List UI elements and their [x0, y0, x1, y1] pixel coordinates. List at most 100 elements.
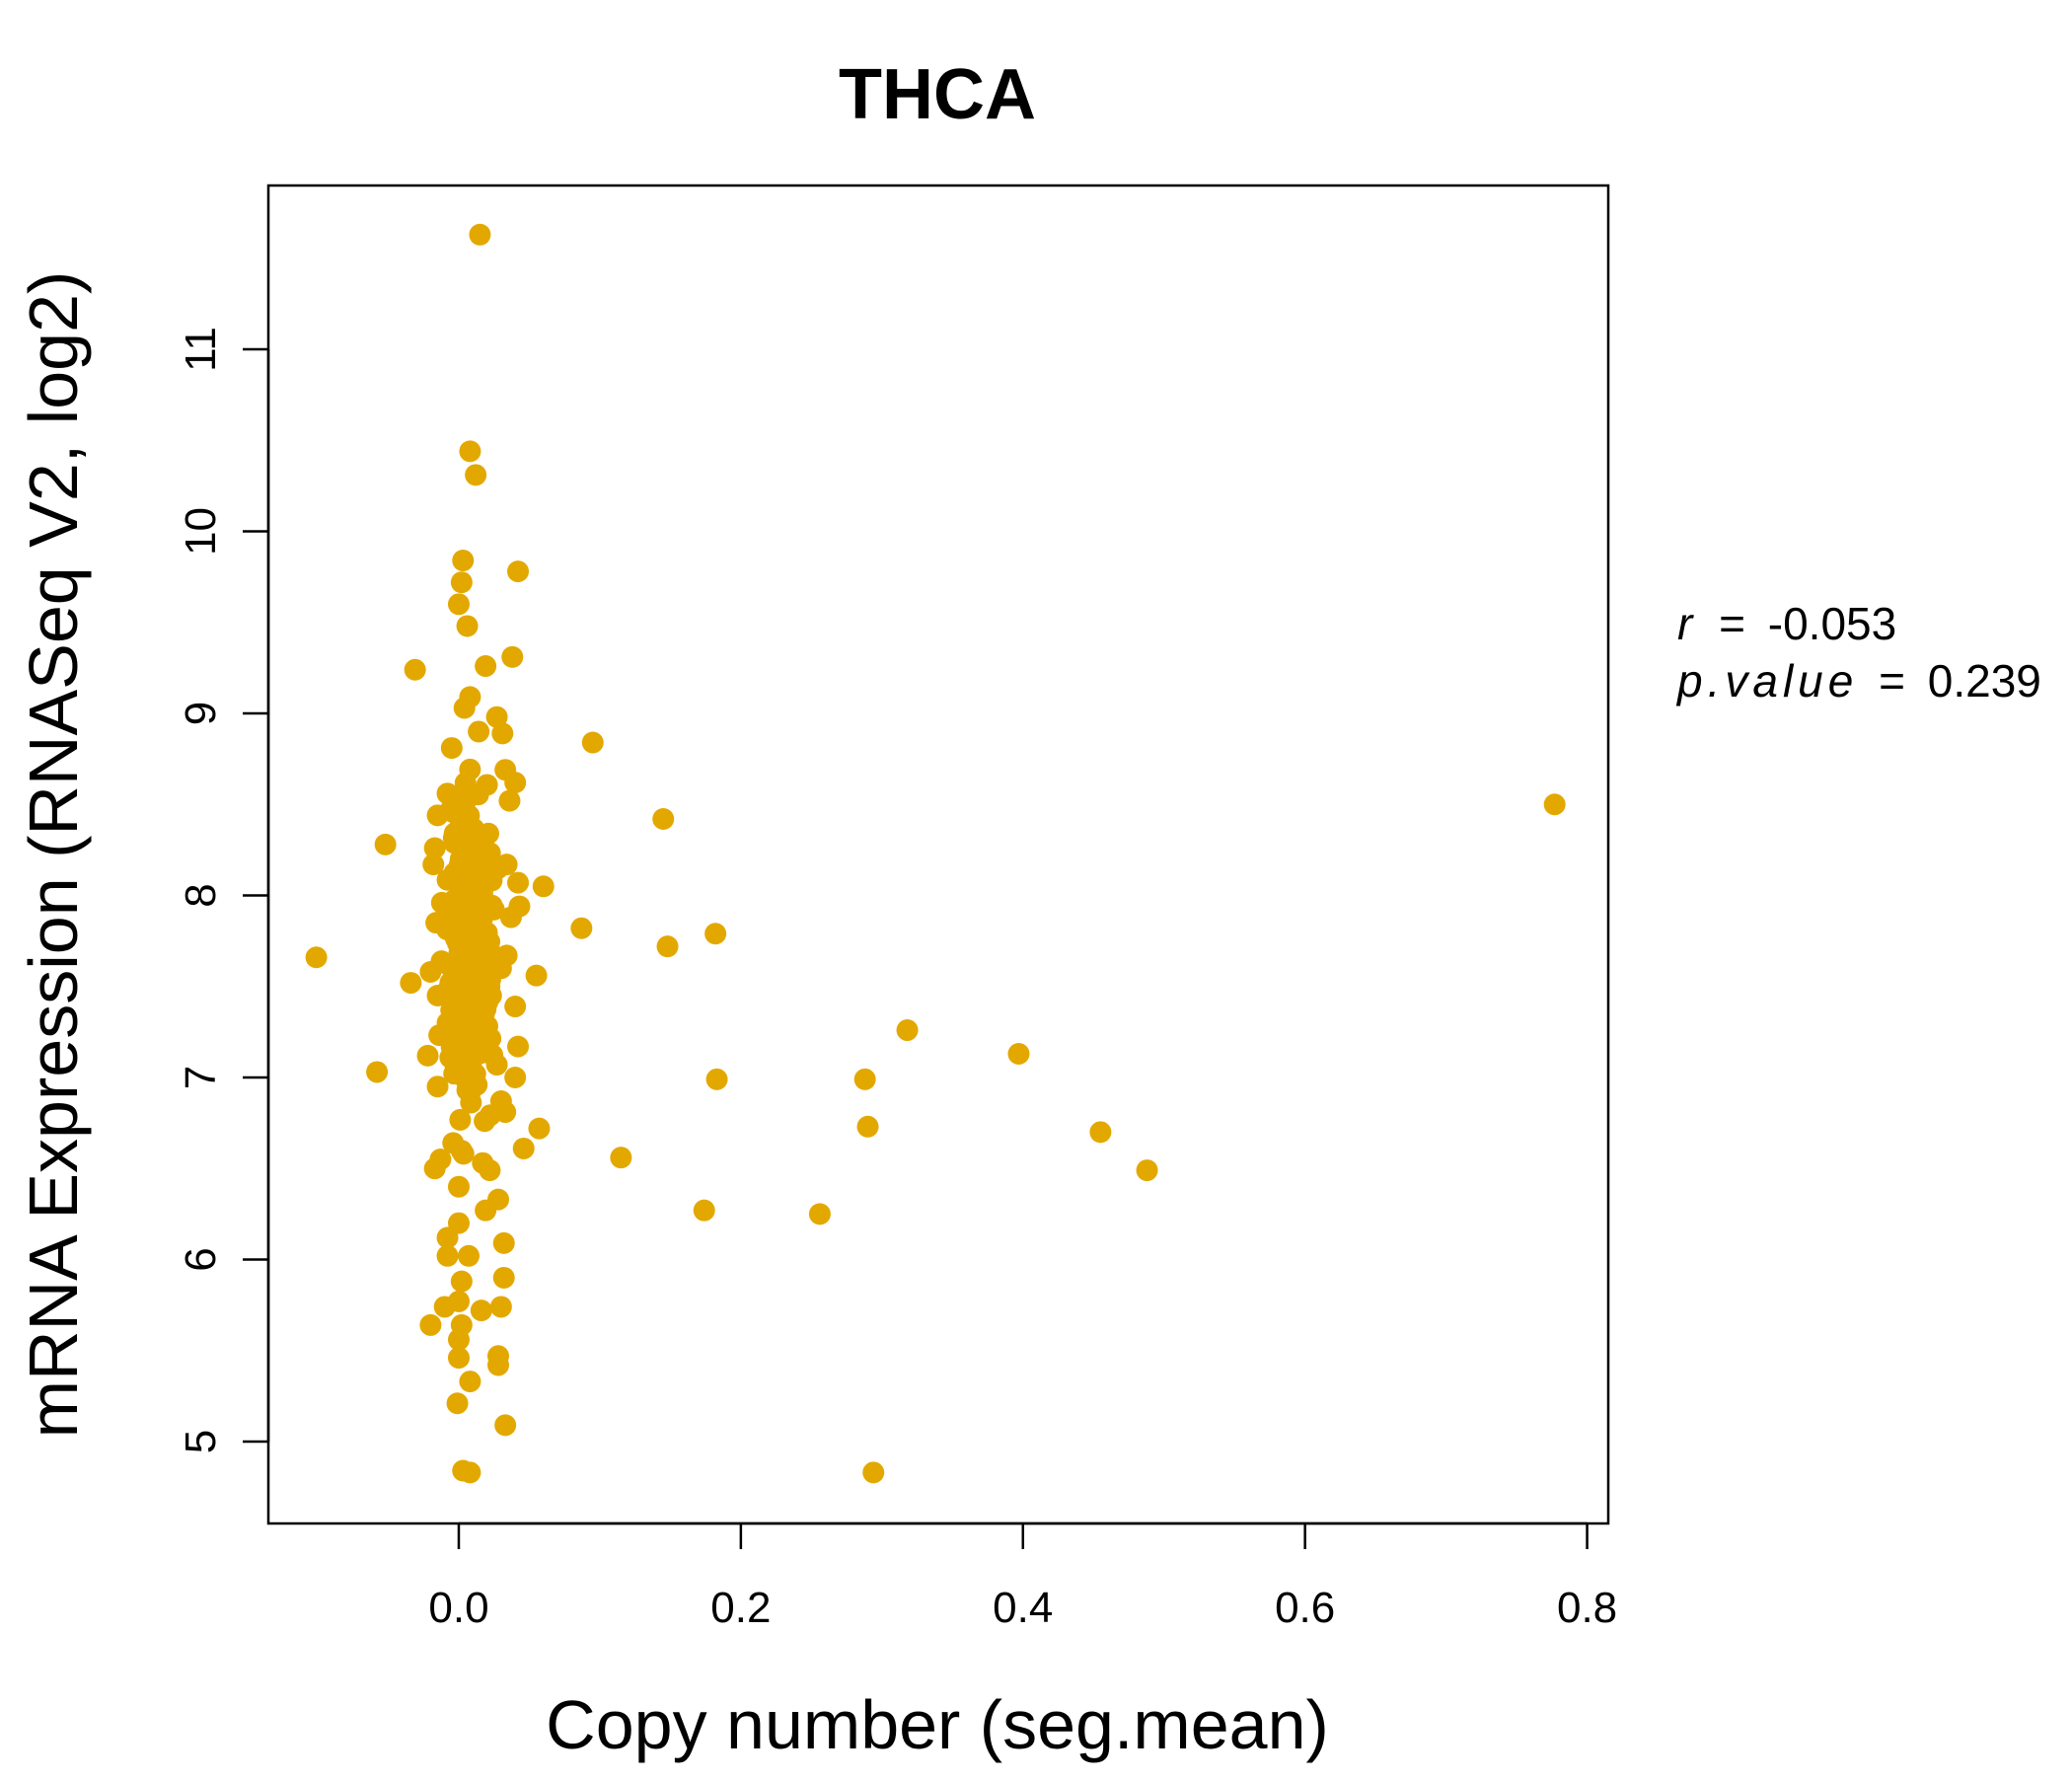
- data-point: [474, 922, 496, 944]
- p-value: 0.239: [1928, 655, 2041, 706]
- data-point: [532, 875, 555, 898]
- data-point: [436, 1011, 459, 1034]
- data-point: [704, 923, 727, 945]
- data-point: [504, 772, 527, 794]
- data-point: [501, 645, 524, 668]
- data-point: [528, 1117, 551, 1140]
- data-point: [507, 871, 530, 894]
- data-point: [808, 1203, 831, 1225]
- chart-title: THCA: [839, 55, 1036, 134]
- data-point: [447, 1175, 470, 1198]
- p-statistic: p.value = 0.239: [1675, 655, 2041, 706]
- data-point: [491, 722, 514, 745]
- x-tick-label: 0.0: [428, 1584, 488, 1632]
- data-point: [504, 1067, 527, 1088]
- x-tick-label: 0.4: [993, 1584, 1053, 1632]
- data-point: [862, 1461, 885, 1484]
- data-point: [485, 705, 508, 728]
- data-point: [495, 853, 518, 876]
- x-tick-label: 0.6: [1275, 1584, 1335, 1632]
- data-point: [459, 440, 481, 463]
- data-point: [457, 1244, 480, 1267]
- data-point: [436, 1244, 459, 1267]
- y-tick-label: 9: [177, 702, 225, 725]
- data-point: [452, 918, 475, 940]
- data-point: [419, 1313, 442, 1336]
- r-value: -0.053: [1768, 598, 1896, 649]
- data-point: [1089, 1121, 1112, 1144]
- y-tick-label: 8: [177, 883, 225, 907]
- data-point: [492, 1231, 515, 1254]
- data-point: [433, 1296, 456, 1318]
- data-point: [479, 1159, 501, 1182]
- data-point: [461, 871, 483, 894]
- data-point: [480, 985, 502, 1007]
- data-point: [507, 560, 530, 583]
- y-tick-label: 5: [177, 1430, 225, 1453]
- data-point: [452, 550, 475, 572]
- data-point: [456, 1059, 479, 1081]
- y-axis-title: mRNA Expression (RNASeq V2, log2): [15, 271, 92, 1439]
- data-point: [419, 960, 442, 983]
- data-point: [456, 615, 479, 637]
- data-point: [400, 972, 422, 995]
- data-point: [430, 891, 453, 914]
- data-point: [1136, 1159, 1158, 1182]
- data-point: [425, 912, 448, 934]
- x-axis: 0.0 0.2 0.4 0.6 0.8: [428, 1521, 1617, 1632]
- data-point: [512, 1137, 535, 1159]
- y-tick-label: 10: [177, 507, 225, 556]
- data-point: [499, 906, 522, 928]
- data-point: [443, 1033, 466, 1056]
- data-point: [489, 957, 512, 980]
- data-point: [504, 996, 527, 1018]
- data-point: [436, 1226, 459, 1249]
- x-tick-label: 0.8: [1557, 1584, 1617, 1632]
- data-point: [475, 655, 497, 678]
- data-point: [455, 781, 478, 804]
- data-point: [460, 1091, 482, 1114]
- data-point: [896, 1019, 919, 1042]
- data-point: [705, 1068, 728, 1090]
- r-label: r: [1677, 598, 1694, 649]
- data-point: [423, 1157, 446, 1180]
- data-point: [449, 896, 472, 919]
- data-point: [494, 1414, 517, 1437]
- data-point: [446, 833, 469, 855]
- data-point: [449, 1108, 472, 1131]
- data-point: [404, 658, 426, 681]
- data-point: [498, 789, 521, 812]
- data-point: [581, 731, 604, 754]
- data-point: [477, 822, 499, 845]
- y-tick-label: 6: [177, 1247, 225, 1271]
- data-points: [305, 223, 1566, 1484]
- data-point: [423, 837, 446, 859]
- r-statistic: r = -0.053: [1677, 598, 1896, 649]
- data-point: [459, 1371, 481, 1393]
- data-point: [447, 593, 470, 616]
- data-point: [487, 1354, 510, 1376]
- data-point: [475, 1199, 497, 1222]
- p-label: p.value: [1675, 655, 1858, 706]
- y-tick-label: 7: [177, 1066, 225, 1089]
- data-point: [459, 1461, 481, 1484]
- r-equals: =: [1719, 598, 1745, 649]
- data-point: [454, 999, 477, 1021]
- data-point: [468, 720, 490, 743]
- data-point: [853, 1068, 876, 1090]
- data-point: [856, 1115, 879, 1138]
- data-point: [456, 850, 479, 872]
- data-point: [426, 984, 449, 1006]
- data-point: [470, 1299, 492, 1322]
- data-point: [440, 737, 463, 760]
- data-point: [459, 758, 481, 780]
- data-point: [447, 1328, 470, 1351]
- data-point: [656, 935, 679, 958]
- data-point: [426, 1076, 449, 1098]
- data-point: [465, 464, 487, 486]
- data-point: [442, 1132, 465, 1154]
- data-point: [652, 808, 675, 831]
- data-point: [447, 1347, 470, 1370]
